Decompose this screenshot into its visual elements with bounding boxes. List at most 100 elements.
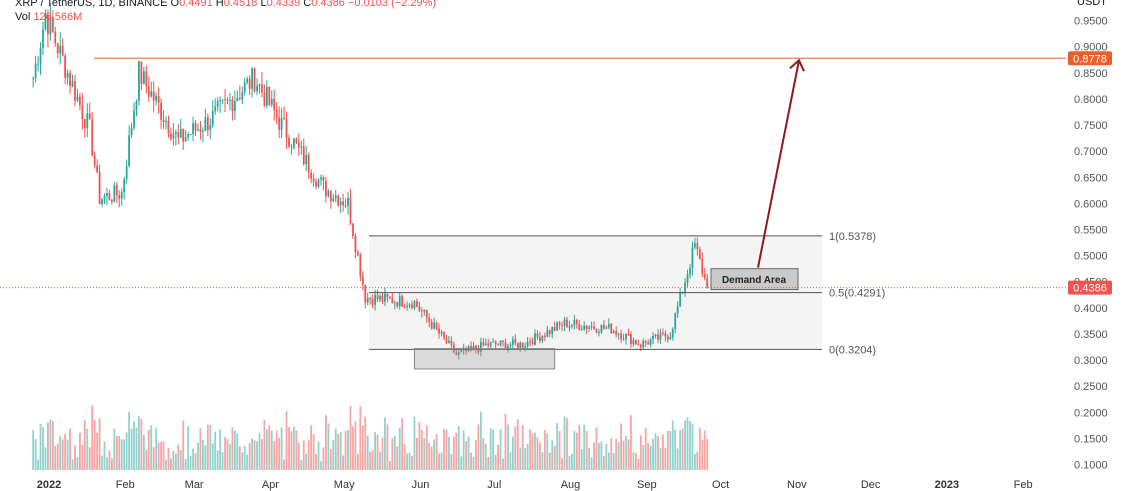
- time-axis[interactable]: 2022 Feb Mar Apr May Jun Jul Aug Sep Oct Nov Dec 202…: [37, 479, 1033, 491]
- candle-body: [356, 251, 359, 256]
- candle-body: [433, 322, 436, 329]
- candle-body: [472, 345, 475, 349]
- candle-body: [101, 199, 103, 205]
- volume-bar: [391, 438, 394, 470]
- candle-body: [694, 243, 696, 248]
- volume-bar: [470, 452, 472, 470]
- candle-body: [703, 273, 706, 278]
- volume-bar: [563, 416, 566, 470]
- volume-bar: [455, 432, 458, 470]
- high-value: 0.4518: [223, 0, 258, 9]
- volume-bar: [484, 443, 487, 470]
- candle-body: [403, 306, 406, 308]
- candle-body: [327, 190, 330, 197]
- candle-body: [674, 313, 677, 330]
- candle-body: [379, 295, 381, 300]
- candle-body: [204, 117, 207, 131]
- candle-body: [634, 340, 637, 345]
- candle-body: [479, 341, 482, 352]
- fib-level-label: 0(0.3204): [829, 344, 876, 356]
- volume-bar: [666, 430, 669, 470]
- volume-bar: [588, 448, 591, 470]
- volume-bar: [494, 454, 497, 470]
- candle-body: [551, 326, 554, 334]
- volume-bar: [418, 422, 421, 470]
- candle-body: [209, 125, 212, 131]
- time-tick-label: Mar: [185, 479, 204, 491]
- volume-bar: [152, 447, 155, 470]
- candle-body: [138, 61, 140, 101]
- volume-bar: [192, 448, 194, 470]
- volume-bar: [411, 455, 413, 470]
- candle-body: [568, 325, 571, 328]
- volume-bar: [197, 442, 199, 470]
- candle-body: [590, 326, 593, 328]
- candle-body: [288, 137, 290, 147]
- volume-bar: [130, 428, 133, 470]
- volume-bar: [511, 436, 514, 470]
- candle-body: [118, 195, 121, 199]
- price-axis[interactable]: USDT 0.9500 0.9000 0.8500 0.8000 0.7500 0.7000…: [1068, 0, 1112, 472]
- volume-bar: [32, 430, 35, 470]
- volume-bar: [571, 453, 573, 470]
- candle-body: [553, 326, 556, 331]
- candle-body: [588, 327, 591, 329]
- candle-body: [632, 340, 635, 345]
- candle-body: [337, 195, 340, 206]
- time-tick-label: May: [334, 479, 355, 491]
- volume-bar: [396, 446, 399, 470]
- candle-body: [401, 296, 404, 307]
- volume-bar: [293, 426, 295, 470]
- time-tick-label: Sep: [637, 479, 657, 491]
- volume-bar: [39, 423, 42, 470]
- candle-body: [150, 91, 153, 97]
- volume-bar: [174, 453, 177, 470]
- candle-body: [475, 345, 477, 350]
- candle-body: [696, 243, 699, 250]
- volume-bar: [162, 441, 165, 470]
- volume-bar: [165, 459, 167, 470]
- candle-body: [268, 87, 271, 105]
- volume-bar: [342, 455, 345, 470]
- time-tick-label: Dec: [861, 479, 881, 491]
- volume-bar: [103, 441, 106, 470]
- candle-body: [300, 146, 303, 148]
- candle-body: [42, 29, 44, 48]
- volume-bar: [543, 429, 546, 470]
- candle-body: [96, 165, 99, 172]
- price-tick-label: 0.5000: [1074, 251, 1108, 263]
- volume-bar: [686, 417, 689, 470]
- candle-body: [147, 86, 150, 97]
- volume-bar: [334, 428, 337, 470]
- candle-body: [438, 328, 440, 334]
- volume-bar: [315, 453, 317, 470]
- candle-body: [585, 325, 588, 329]
- volume-bar: [376, 434, 379, 470]
- candle-body: [258, 84, 261, 86]
- high-label: H: [215, 0, 224, 9]
- volume-bar: [590, 457, 593, 470]
- current-price-badge: [1068, 280, 1112, 295]
- candle-body: [691, 247, 694, 269]
- candle-body: [177, 132, 180, 138]
- candle-body: [593, 326, 595, 329]
- candle-body: [140, 61, 143, 84]
- candle-body: [226, 99, 229, 101]
- volume-bar: [662, 434, 664, 470]
- candle-body: [625, 334, 627, 340]
- candle-body: [261, 84, 263, 93]
- candle-body: [499, 340, 502, 345]
- candle-body: [39, 47, 42, 64]
- volume-bar: [199, 428, 202, 470]
- candle-body: [425, 309, 428, 318]
- candle-body: [162, 119, 165, 122]
- volume-bar: [605, 443, 608, 470]
- volume-bar: [125, 432, 128, 470]
- candle-body: [248, 78, 251, 89]
- drawing-lines[interactable]: [0, 57, 1066, 370]
- volume-bar: [625, 435, 627, 470]
- volume-bar: [312, 434, 315, 470]
- candle-body: [534, 333, 536, 345]
